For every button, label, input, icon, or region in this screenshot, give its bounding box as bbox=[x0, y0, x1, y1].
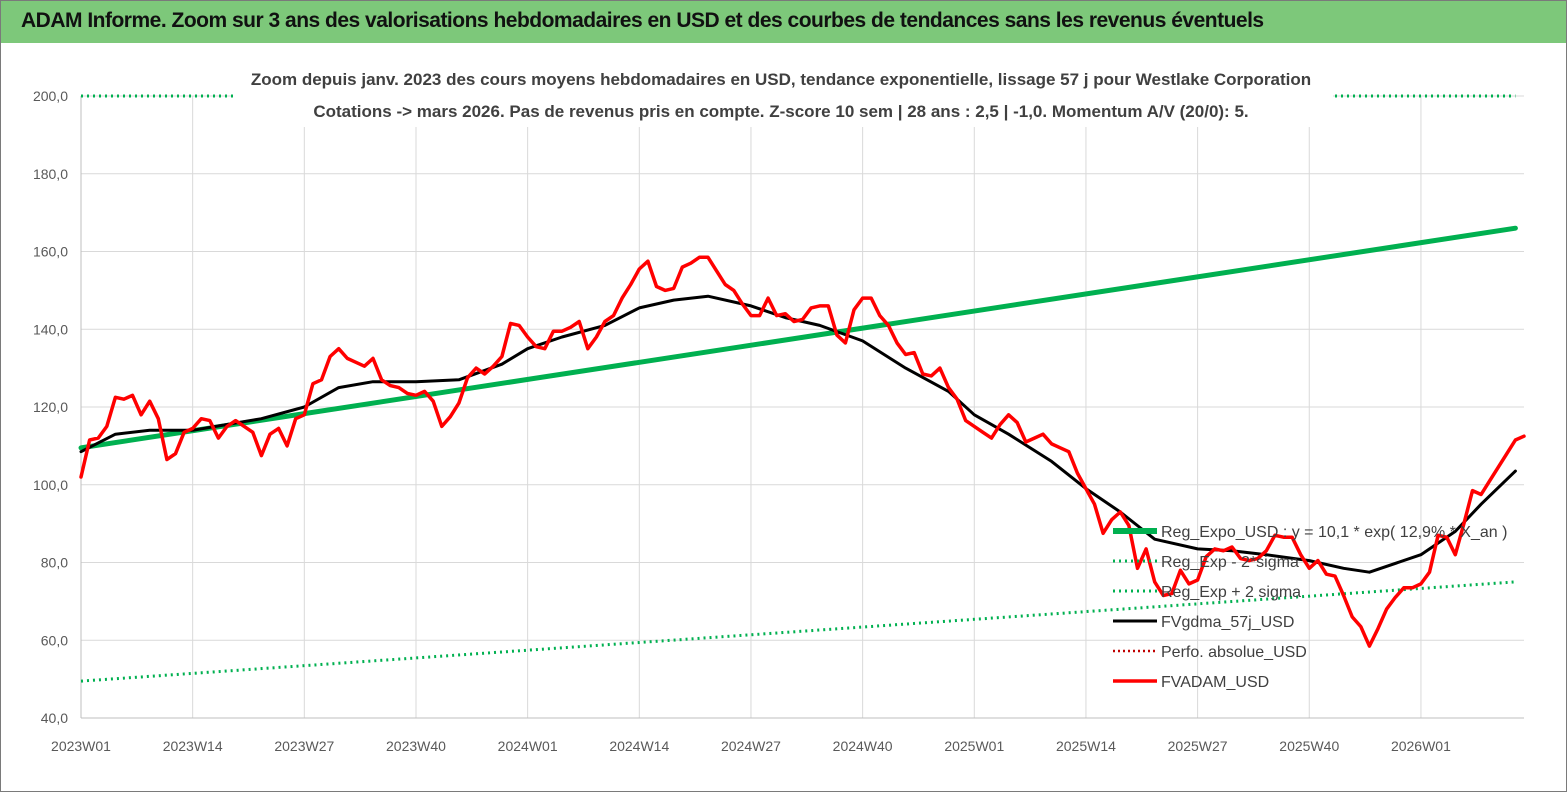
x-tick-label: 2023W40 bbox=[386, 738, 446, 754]
y-tick-label: 60,0 bbox=[41, 632, 68, 648]
x-tick-label: 2025W27 bbox=[1168, 738, 1228, 754]
x-tick-label: 2024W40 bbox=[833, 738, 893, 754]
x-tick-label: 2025W01 bbox=[944, 738, 1004, 754]
fvgdma-57j-line bbox=[79, 294, 1517, 574]
y-tick-label: 200,0 bbox=[33, 88, 68, 104]
chart-area: 40,0 60,0 80,0 100,0 120,0 140,0 160,0 180,0 200… bbox=[1, 43, 1566, 791]
x-tick-label: 2025W14 bbox=[1056, 738, 1116, 754]
legend-label: Reg_Exp + 2 sigma bbox=[1161, 584, 1301, 601]
line-chart: 40,0 60,0 80,0 100,0 120,0 140,0 160,0 180,0 200… bbox=[33, 63, 1526, 754]
chart-title-block: Zoom depuis janv. 2023 des cours moyens … bbox=[233, 63, 1333, 127]
x-axis-ticks: 2023W01 2023W14 2023W27 2023W40 2024W01 2024W… bbox=[51, 738, 1451, 754]
legend-label: FVgdma_57j_USD bbox=[1161, 614, 1294, 631]
x-tick-label: 2025W40 bbox=[1279, 738, 1339, 754]
x-tick-label: 2023W01 bbox=[51, 738, 111, 754]
gridlines bbox=[80, 95, 1524, 719]
reg-expo-line bbox=[78, 225, 1518, 451]
fvadam-line bbox=[79, 255, 1526, 648]
title-banner: ADAM Informe. Zoom sur 3 ans des valoris… bbox=[1, 1, 1566, 43]
legend-label: Reg_Exp - 2*sigma bbox=[1161, 554, 1299, 571]
legend-label: Reg_Expo_USD : y = 10,1 * exp( 12,9% * X… bbox=[1161, 524, 1507, 541]
y-tick-label: 120,0 bbox=[33, 399, 68, 415]
chart-title-line-2: Cotations -> mars 2026. Pas de revenus p… bbox=[313, 102, 1248, 121]
x-tick-label: 2024W27 bbox=[721, 738, 781, 754]
title-background bbox=[233, 63, 1333, 127]
chart-title-line-1: Zoom depuis janv. 2023 des cours moyens … bbox=[251, 70, 1311, 89]
y-tick-label: 180,0 bbox=[33, 166, 68, 182]
x-tick-label: 2024W01 bbox=[498, 738, 558, 754]
x-tick-label: 2023W14 bbox=[163, 738, 223, 754]
y-tick-label: 140,0 bbox=[33, 321, 68, 337]
y-tick-label: 80,0 bbox=[41, 555, 68, 571]
legend-label: Perfo. absolue_USD bbox=[1161, 644, 1307, 661]
series-lines bbox=[78, 94, 1526, 683]
banner-title: ADAM Informe. Zoom sur 3 ans des valoris… bbox=[21, 9, 1264, 32]
y-tick-label: 100,0 bbox=[33, 477, 68, 493]
y-tick-label: 40,0 bbox=[41, 710, 68, 726]
y-tick-label: 160,0 bbox=[33, 244, 68, 260]
x-tick-label: 2026W01 bbox=[1391, 738, 1451, 754]
y-axis-ticks: 40,0 60,0 80,0 100,0 120,0 140,0 160,0 180,0 200… bbox=[33, 88, 68, 726]
x-tick-label: 2023W27 bbox=[274, 738, 334, 754]
legend: Reg_Expo_USD : y = 10,1 * exp( 12,9% * X… bbox=[1113, 524, 1507, 691]
legend-label: FVADAM_USD bbox=[1161, 674, 1269, 691]
x-tick-label: 2024W14 bbox=[609, 738, 669, 754]
